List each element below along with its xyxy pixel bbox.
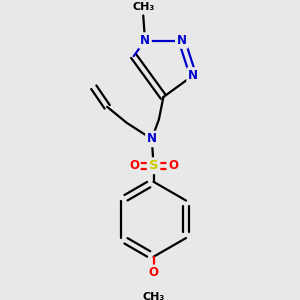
- Text: N: N: [177, 34, 187, 47]
- Text: N: N: [140, 34, 150, 47]
- Text: O: O: [129, 159, 139, 172]
- Text: O: O: [168, 159, 178, 172]
- Text: O: O: [148, 266, 159, 279]
- Text: CH₃: CH₃: [142, 292, 165, 300]
- Text: S: S: [149, 159, 158, 172]
- Text: CH₃: CH₃: [132, 2, 154, 12]
- Text: N: N: [147, 133, 157, 146]
- Text: N: N: [188, 69, 198, 82]
